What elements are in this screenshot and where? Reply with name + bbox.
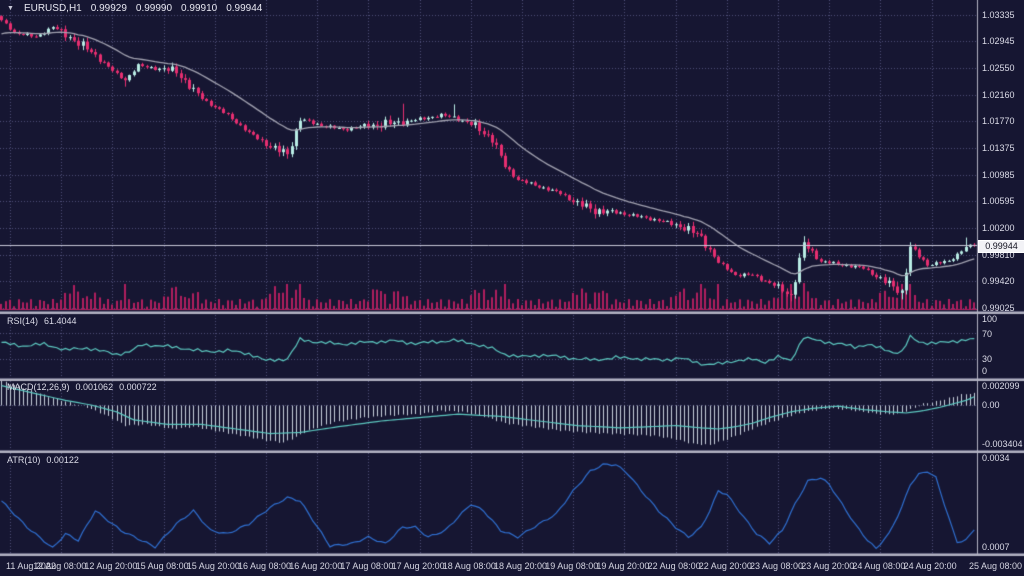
chart-legend: ▼ EURUSD,H1 0.99929 0.99990 0.99910 0.99… bbox=[7, 3, 262, 14]
atr-indicator-name: ATR(10) bbox=[7, 455, 41, 465]
ohlc-high-value: 0.99990 bbox=[135, 3, 173, 14]
symbol-timeframe-label: EURUSD,H1 bbox=[23, 3, 82, 14]
macd-signal-value: 0.000722 bbox=[119, 382, 157, 392]
rsi-panel-label: RSI(14) 61.4044 bbox=[7, 316, 77, 326]
atr-panel-label: ATR(10) 0.00122 bbox=[7, 455, 79, 465]
macd-main-value: 0.001062 bbox=[75, 382, 114, 392]
macd-indicator-name: MACD(12,26,9) bbox=[7, 382, 70, 392]
ohlc-open-value: 0.99929 bbox=[90, 3, 127, 14]
symbol-dropdown-icon[interactable]: ▼ bbox=[7, 5, 14, 12]
ohlc-close-value: 0.99944 bbox=[226, 3, 263, 14]
rsi-indicator-name: RSI(14) bbox=[7, 316, 39, 326]
macd-panel-label: MACD(12,26,9) 0.001062 0.000722 bbox=[7, 382, 157, 392]
rsi-indicator-value: 61.4044 bbox=[44, 316, 77, 326]
atr-indicator-value: 0.00122 bbox=[46, 455, 79, 465]
ohlc-low-value: 0.99910 bbox=[181, 3, 218, 14]
current-price-tag: 0.99944 bbox=[978, 240, 1024, 253]
